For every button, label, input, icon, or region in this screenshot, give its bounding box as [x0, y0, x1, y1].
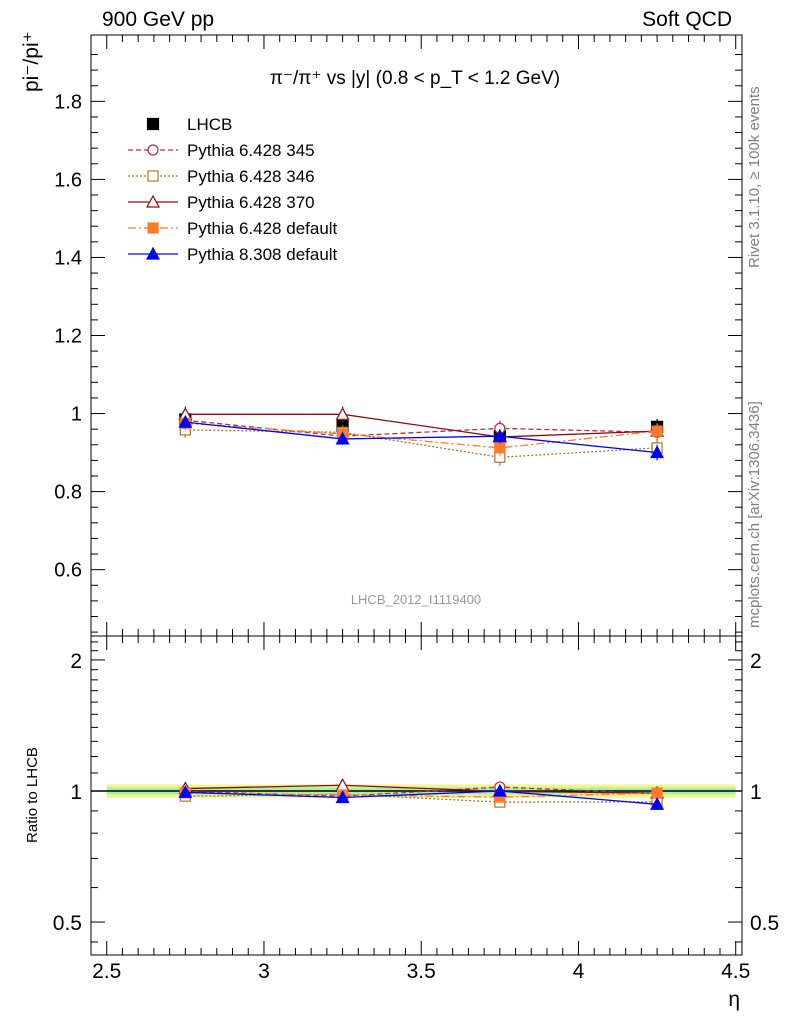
header-right: Soft QCD — [642, 8, 732, 31]
y-tick-label: 1.4 — [54, 247, 82, 269]
ratio-y-axis-label: Ratio to LHCB — [24, 747, 41, 843]
y-tick-label: 0.8 — [54, 482, 82, 504]
ratio-y-tick-label: 1 — [70, 781, 82, 804]
chart-title: π⁻/π⁺ vs |y| (0.8 < p_T < 1.2 GeV) — [270, 68, 560, 89]
x-tick-label: 2.5 — [92, 960, 121, 983]
x-tick-label: 4 — [573, 960, 585, 983]
y-tick-label: 1.2 — [54, 326, 82, 348]
data-point-pythia-8-308-default — [650, 445, 665, 459]
legend-marker-pythia-6-428-345 — [147, 144, 159, 156]
ratio-line-pythia-6-428-370 — [185, 784, 658, 794]
ratio-y-tick-label: 2 — [70, 650, 82, 673]
ratio-point-pythia-8-308-default — [335, 790, 350, 804]
data-point-pythia-6-428-default — [651, 425, 663, 437]
legend-label-pythia-8-308-default: Pythia 8.308 default — [187, 245, 338, 264]
legend-label-pythia-6-428-default: Pythia 6.428 default — [187, 219, 338, 238]
x-tick-label: 3.5 — [407, 960, 436, 983]
series-line-pythia-6-428-345 — [185, 419, 658, 437]
ratio-line-pythia-6-428-default — [185, 792, 658, 798]
legend-label-pythia-6-428-345: Pythia 6.428 345 — [187, 141, 315, 160]
legend-marker-pythia-6-428-346 — [147, 170, 159, 182]
ratio-y-tick-label-right: 1 — [750, 781, 762, 804]
legend-label-lhcb: LHCB — [187, 115, 232, 134]
header-left: 900 GeV pp — [102, 8, 215, 31]
ratio-line-pythia-6-428-346 — [185, 793, 658, 803]
ratio-y-tick-label-right: 0.5 — [750, 912, 779, 935]
ratio-point-pythia-8-308-default — [178, 785, 193, 798]
series-line-pythia-8-308-default — [185, 421, 658, 454]
data-point-pythia-6-428-default — [494, 442, 506, 454]
ratio-line-pythia-6-428-345 — [185, 786, 658, 797]
x-tick-label: 4.5 — [721, 960, 750, 983]
legend-marker-pythia-8-308-default — [145, 246, 161, 260]
y-tick-label: 1 — [71, 404, 82, 426]
y-tick-label: 0.6 — [54, 560, 82, 582]
data-point-pythia-8-308-default — [335, 431, 350, 445]
ratio-plot-frame — [90, 635, 743, 956]
ratio-point-pythia-6-428-default — [651, 787, 663, 799]
series-line-pythia-6-428-default — [185, 422, 658, 449]
legend-marker-pythia-6-428-default — [147, 222, 159, 234]
data-point-pythia-8-308-default — [178, 414, 193, 428]
x-axis-label: η — [728, 988, 740, 1011]
ratio-line-pythia-8-308-default — [185, 790, 658, 805]
series-line-pythia-6-428-370 — [185, 413, 658, 438]
data-point-pythia-6-428-370 — [335, 407, 350, 420]
legend-label-pythia-6-428-346: Pythia 6.428 346 — [187, 167, 315, 186]
y-tick-label: 1.8 — [54, 91, 82, 113]
ratio-point-pythia-8-308-default — [650, 797, 665, 810]
y-tick-label: 1.6 — [54, 169, 82, 191]
analysis-watermark: LHCB_2012_I1119400 — [351, 592, 481, 607]
ratio-y-tick-label: 0.5 — [53, 912, 82, 935]
legend-label-pythia-6-428-370: Pythia 6.428 370 — [187, 193, 315, 212]
legend-marker-lhcb — [146, 117, 160, 131]
ratio-point-pythia-8-308-default — [492, 783, 507, 797]
x-tick-label: 3 — [258, 960, 270, 983]
legend-marker-pythia-6-428-370 — [145, 194, 161, 208]
data-point-pythia-8-308-default — [492, 428, 507, 442]
ratio-y-tick-label-right: 2 — [750, 650, 762, 673]
y-axis-label: pi⁻/pi⁺ — [20, 31, 43, 92]
series-line-pythia-6-428-346 — [185, 429, 658, 458]
